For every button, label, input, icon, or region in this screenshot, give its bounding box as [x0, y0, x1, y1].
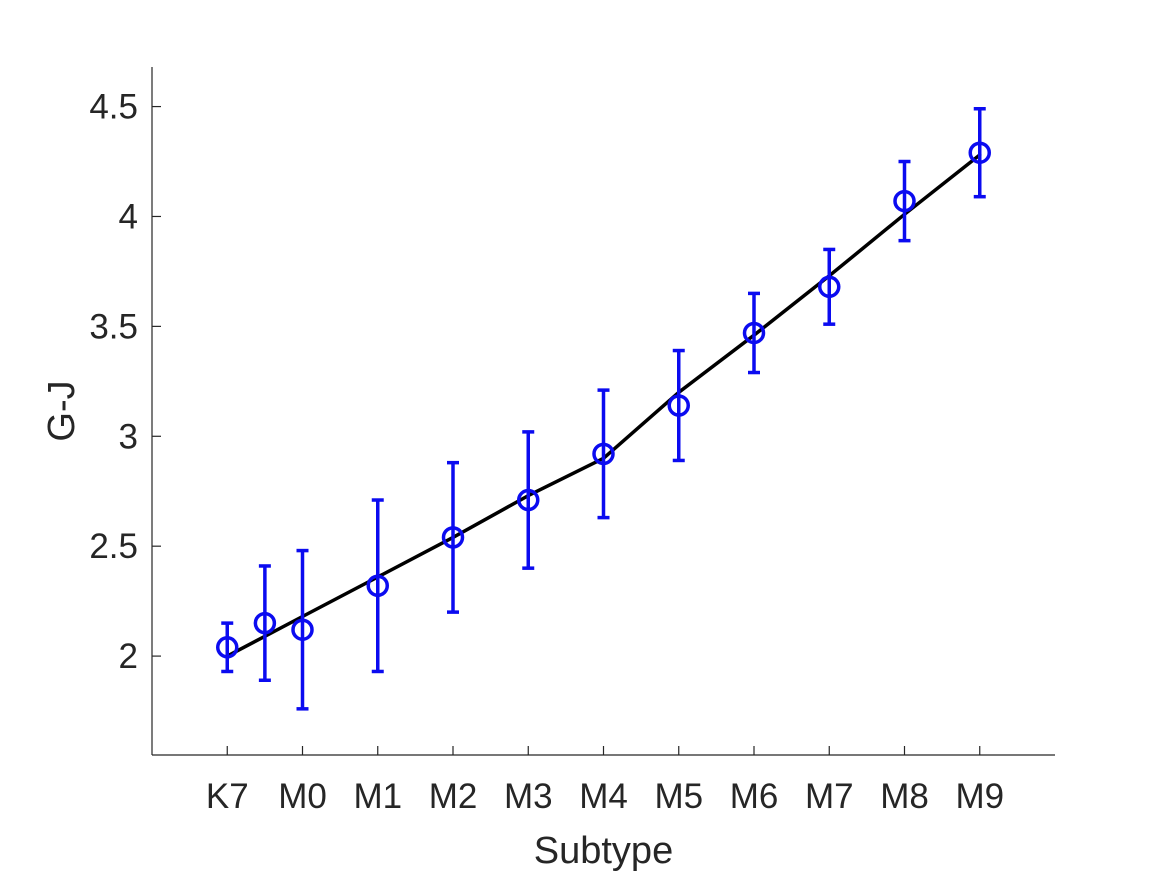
x-tick-label: M8 [880, 777, 929, 816]
data-point [366, 498, 389, 674]
y-axis-label: G-J [41, 380, 83, 441]
x-axis-label: Subtype [534, 830, 673, 872]
y-tick-label: 2.5 [89, 527, 138, 566]
data-point [968, 107, 991, 199]
point-marker [968, 141, 991, 164]
point-marker [818, 275, 841, 299]
data-point [517, 430, 540, 570]
point-marker [253, 611, 277, 635]
x-tick-label: M9 [955, 777, 1004, 816]
data-point [667, 348, 690, 463]
x-tick-label: M1 [353, 777, 402, 816]
data-point [216, 621, 239, 674]
point-marker [893, 189, 916, 213]
x-tick-label: M0 [278, 777, 327, 816]
axes: 2 2.5 3 3.5 4 4.5 K7 M0 M1 M2 M3 M4 M5 M6 M7 M8 M9 [89, 67, 1055, 816]
x-tick-label: M4 [579, 777, 628, 816]
x-tick-label: M7 [805, 777, 854, 816]
labels-layer: Subtype G-J [41, 380, 673, 872]
point-marker [216, 636, 239, 659]
data-point [441, 460, 465, 614]
x-tick-label: M6 [730, 777, 779, 816]
point-marker [441, 526, 465, 549]
data-point [742, 291, 766, 375]
data-points-layer [216, 107, 991, 711]
y-tick-label: 3 [119, 417, 138, 456]
y-tick-label: 4 [119, 197, 138, 236]
data-point [893, 159, 916, 243]
data-point [253, 564, 277, 683]
x-tick-label: M5 [654, 777, 703, 816]
x-tick-label: K7 [206, 777, 249, 816]
data-point [592, 388, 615, 520]
y-tick-label: 2 [119, 637, 138, 676]
y-tick-label: 3.5 [89, 307, 138, 346]
data-point [291, 548, 314, 711]
point-marker [517, 488, 540, 512]
point-marker [366, 574, 389, 597]
x-tick-label: M2 [429, 777, 478, 816]
y-tick-label: 4.5 [89, 88, 138, 127]
data-point [818, 247, 841, 326]
point-marker [592, 442, 615, 466]
point-marker [667, 394, 690, 417]
point-marker [291, 618, 314, 641]
point-marker [742, 321, 766, 345]
x-tick-label: M3 [504, 777, 553, 816]
